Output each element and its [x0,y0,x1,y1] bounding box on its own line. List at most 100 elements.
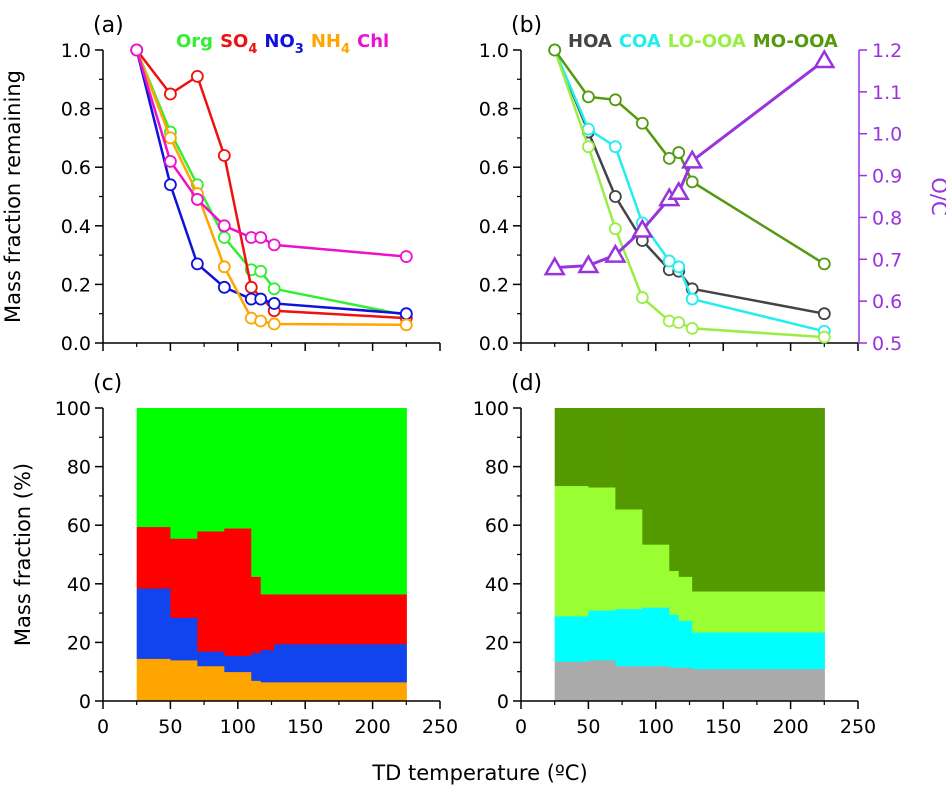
area-segment-lo-ooa [554,485,589,617]
y-tick-label: 0.2 [61,274,91,296]
data-point-so4 [163,87,177,101]
area-segment-mo-ooa [692,408,825,592]
area-segment-no3 [170,617,198,661]
data-point-mo-ooa [548,43,562,57]
data-point-nh4 [399,318,413,332]
stack-areas [554,408,825,702]
area-segment-mo-ooa [678,408,693,577]
legend-entry-org: Org [176,31,213,52]
y2-tick-label: 0.8 [872,207,902,229]
data-point-oc [577,254,600,274]
panel-label: (a) [93,13,124,38]
y-tick-label: 0.2 [479,274,509,296]
x-tick-label: 250 [422,716,458,738]
y2-tick-label: 0.6 [872,291,902,313]
y2-tick-label: 0.5 [872,333,902,355]
series-chl [130,43,413,263]
y2-tick-label: 1.1 [872,82,902,104]
x-tick-label: 250 [840,716,876,738]
area-segment-coa [554,616,589,662]
area-segment-no3 [251,652,262,681]
data-point-oc [813,48,836,69]
series-no3 [130,43,413,321]
area-segment-mo-ooa [554,408,589,487]
area-segment-no3 [136,588,171,659]
data-point-so4 [217,149,231,162]
area-segment-so4 [170,538,198,618]
y-tick-label: 60 [67,515,91,537]
data-point-oc [604,243,627,263]
y2-tick-label: 1.0 [872,124,902,146]
y-tick-label: 20 [67,632,91,654]
y-tick-label: 100 [55,398,91,420]
area-segment-so4 [224,528,252,656]
area-segment-no3 [260,649,275,683]
legend-entry-chl: Chl [357,31,389,52]
y-tick-label: 40 [67,574,91,596]
x-axis-title: TD temperature (ºC) [371,761,587,785]
x-tick-label: 150 [287,716,323,738]
area-segment-nh4 [260,681,275,702]
area-segment-nh4 [274,681,407,702]
area-segment-hoa [669,667,680,702]
area-segment-mo-ooa [615,408,643,510]
data-point-nh4 [163,131,177,145]
area-segment-nh4 [224,671,252,702]
data-point-nh4 [267,317,281,331]
y-axis-title: Mass fraction (%) [11,463,35,646]
data-point-hoa [608,190,622,203]
area-segment-so4 [197,531,225,652]
data-point-mo-ooa [608,93,622,107]
legend-entry-coa: COA [619,31,661,52]
area-segment-so4 [260,594,275,651]
area-segment-mo-ooa [588,408,616,488]
data-point-chl [190,193,204,206]
y-tick-label: 80 [67,457,91,479]
x-tick-label: 150 [705,716,741,738]
data-point-chl [217,219,231,233]
y-tick-label: 0.4 [61,216,91,238]
y-tick-label: 0.6 [479,157,509,179]
data-point-coa [662,254,676,268]
stack-areas [136,408,407,702]
y-tick-label: 0.0 [61,333,91,355]
legend-entry-mo-ooa: MO-OOA [753,31,838,52]
data-point-org [267,282,281,296]
data-point-no3 [399,307,413,321]
area-segment-coa [615,608,643,667]
series-nh4 [130,43,413,332]
y-tick-label: 0.8 [61,99,91,121]
area-segment-coa [692,632,825,670]
data-point-mo-ooa [672,146,686,159]
area-segment-coa [588,610,616,661]
x-tick-label: 50 [576,716,600,738]
area-segment-org [170,408,198,539]
area-segment-hoa [615,665,643,702]
data-point-so4 [190,69,204,83]
data-point-so4 [244,280,258,294]
area-segment-so4 [251,576,262,654]
data-point-nh4 [217,260,231,274]
data-point-no3 [217,280,231,294]
data-point-oc [543,256,566,276]
x-tick-label: 0 [515,716,527,738]
area-segment-hoa [692,668,825,702]
area-segment-hoa [554,661,589,702]
data-point-coa [672,260,686,274]
data-point-lo-ooa [672,316,686,329]
data-point-org [217,231,231,244]
y-tick-label: 100 [473,398,509,420]
legend-entry-so4: SO4 [220,31,257,57]
y2-tick-label: 0.9 [872,166,902,188]
legend-entry-hoa: HOA [568,31,612,52]
series-lo-ooa [548,43,831,344]
y-tick-label: 0 [79,691,91,713]
y2-tick-label: 1.2 [872,40,902,62]
legend: Org SO4 NO3 NH4 Chl [176,31,389,57]
series-oc [543,48,836,276]
data-point-no3 [163,178,177,192]
area-segment-org [274,408,407,595]
data-point-mo-ooa [685,175,699,189]
area-segment-org [197,408,225,532]
